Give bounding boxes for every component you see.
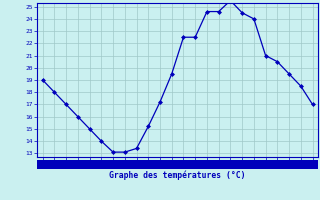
- X-axis label: Graphe des températures (°C): Graphe des températures (°C): [109, 170, 246, 180]
